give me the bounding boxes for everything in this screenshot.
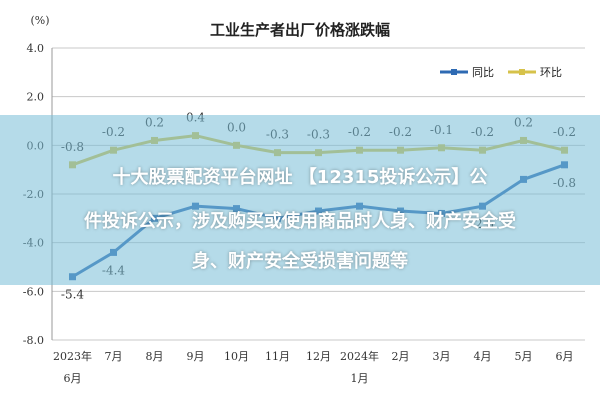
x-tick-label-line2: 6月 [64, 372, 82, 385]
overlay-text-line-2: 件投诉公示，涉及购买或使用商品时人身、财产安全受 [84, 211, 516, 232]
legend: 同比 环比 [430, 60, 565, 84]
x-tick-label: 2024年 [340, 349, 379, 363]
y-tick-label: -8.0 [23, 334, 44, 347]
x-tick-label: 7月 [105, 350, 123, 363]
legend-label-mom: 环比 [540, 66, 562, 79]
x-tick-label: 12月 [306, 350, 331, 363]
x-tick-label: 9月 [187, 350, 205, 363]
y-tick-label: 4.0 [27, 42, 45, 55]
x-tick-label: 5月 [515, 350, 533, 363]
data-label: -5.4 [61, 288, 85, 302]
x-tick-label: 6月 [556, 350, 574, 363]
overlay-text-line-1: 十大股票配资平台网址 【12315投诉公示】公 [112, 167, 488, 188]
x-axis-ticks: 2023年 6月 7月 8月 9月 10月 11月 12月 2024年 1月 2月 3月 4月 5月 6月 [53, 349, 574, 385]
y-tick-label: -6.0 [23, 285, 44, 298]
x-tick-label: 8月 [146, 350, 164, 363]
legend-marker-yoy [451, 69, 457, 75]
x-tick-label: 2023年 [53, 349, 92, 363]
legend-label-yoy: 同比 [472, 66, 494, 79]
x-tick-label: 4月 [474, 350, 492, 363]
x-tick-label-line2: 1月 [351, 372, 369, 385]
x-tick-label: 2月 [392, 350, 410, 363]
y-unit-label: (%) [30, 14, 49, 27]
x-tick-label: 10月 [224, 350, 249, 363]
overlay-banner [0, 115, 600, 285]
y-tick-label: 2.0 [27, 91, 45, 104]
overlay-text-line-3: 身、财产安全受损害问题等 [192, 251, 408, 272]
x-tick-label: 3月 [433, 350, 451, 363]
legend-marker-mom [519, 69, 525, 75]
x-tick-label: 11月 [265, 350, 290, 363]
chart-title: 工业生产者出厂价格涨跌幅 [210, 21, 390, 39]
